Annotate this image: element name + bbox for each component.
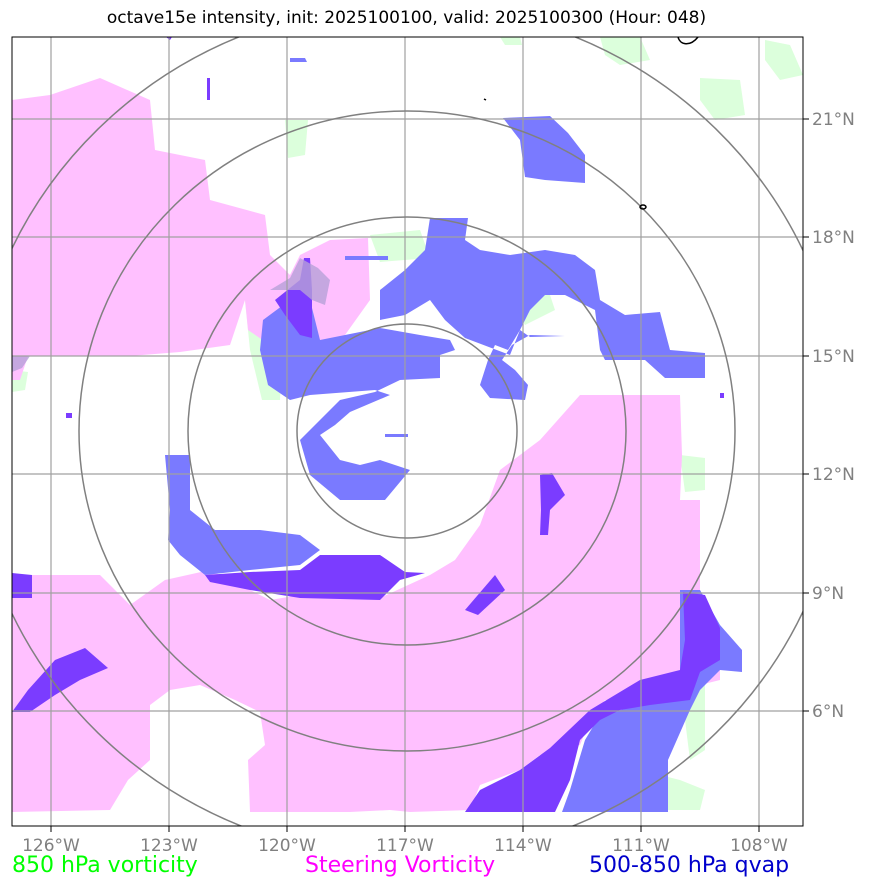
plot-title: octave15e intensity, init: 2025100100, v… bbox=[106, 8, 707, 28]
lon-label: 117°W bbox=[376, 836, 434, 856]
coastline bbox=[483, 37, 699, 210]
lat-label: 6°N bbox=[812, 702, 844, 722]
lon-label: 126°W bbox=[22, 836, 80, 856]
lat-label: 18°N bbox=[812, 228, 855, 248]
lon-label: 123°W bbox=[140, 836, 198, 856]
lon-label: 108°W bbox=[730, 836, 788, 856]
range-rings bbox=[12, 37, 803, 826]
lon-label: 120°W bbox=[258, 836, 316, 856]
lon-label: 111°W bbox=[612, 836, 670, 856]
tick-marks bbox=[50, 118, 809, 832]
lon-label: 114°W bbox=[494, 836, 552, 856]
gridlines bbox=[12, 37, 803, 826]
legend-steering-vorticity: Steering Vorticity bbox=[305, 853, 496, 878]
lat-label: 9°N bbox=[812, 584, 844, 604]
lat-label: 21°N bbox=[812, 110, 855, 130]
legend-850-vorticity: 850 hPa vorticity bbox=[12, 853, 198, 878]
legend-qvap: 500-850 hPa qvap bbox=[589, 853, 790, 878]
lat-label: 15°N bbox=[812, 347, 855, 367]
shaded-overlap bbox=[12, 258, 330, 372]
plot-frame bbox=[11, 36, 804, 827]
lat-label: 12°N bbox=[812, 465, 855, 485]
